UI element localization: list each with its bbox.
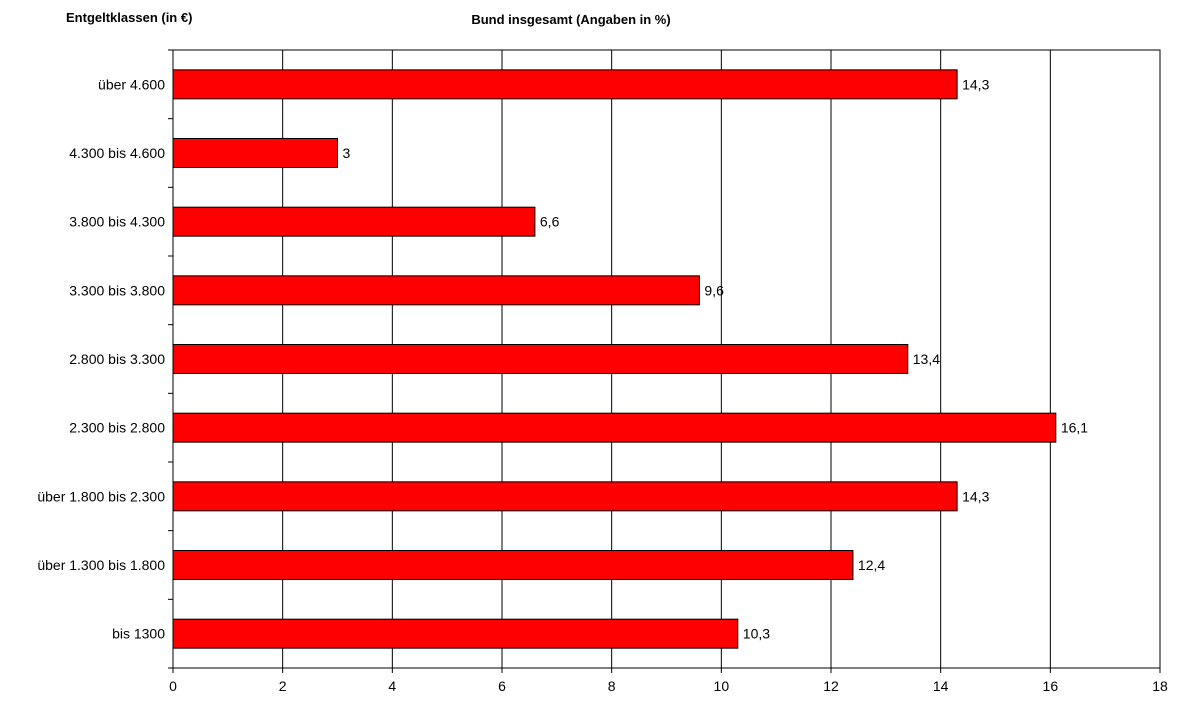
category-label: über 1.800 bis 2.300 <box>37 488 165 504</box>
bar <box>172 550 854 580</box>
bar <box>172 481 958 512</box>
data-label: 6,6 <box>540 214 560 230</box>
category-label: über 4.600 <box>98 76 165 92</box>
category-label: bis 1300 <box>112 626 165 642</box>
category-label: 3.300 bis 3.800 <box>69 282 165 298</box>
plot-area: 0 2 4 6 8 10 12 14 16 18 über 4.600 14,3 4.300 bis 4… <box>37 49 1168 694</box>
data-label: 12,4 <box>858 557 885 573</box>
x-tick-label: 8 <box>608 678 616 694</box>
x-tick-label: 14 <box>933 678 949 694</box>
category-label: über 1.300 bis 1.800 <box>37 557 165 573</box>
data-label: 9,6 <box>704 282 724 298</box>
x-tick-label: 12 <box>823 678 839 694</box>
data-label: 13,4 <box>913 351 940 367</box>
bar <box>172 275 700 306</box>
x-tick-label: 4 <box>388 678 396 694</box>
bar <box>172 69 958 100</box>
category-label: 3.800 bis 4.300 <box>69 214 165 230</box>
x-tick-label: 18 <box>1152 678 1168 694</box>
data-label: 16,1 <box>1061 420 1088 436</box>
y-axis-heading: Entgeltklassen (in €) <box>66 10 192 25</box>
data-label: 14,3 <box>962 488 989 504</box>
data-label: 3 <box>343 145 351 161</box>
x-tick-label: 10 <box>714 678 730 694</box>
bar <box>172 206 536 237</box>
chart-title: Bund insgesamt (Angaben in %) <box>471 12 670 27</box>
bar <box>172 412 1057 443</box>
category-label: 4.300 bis 4.600 <box>69 145 165 161</box>
bar <box>172 344 909 374</box>
x-tick-label: 6 <box>498 678 506 694</box>
bar <box>172 138 338 168</box>
bar <box>172 618 739 649</box>
category-label: 2.800 bis 3.300 <box>69 351 165 367</box>
x-tick-label: 16 <box>1043 678 1059 694</box>
data-label: 10,3 <box>743 626 770 642</box>
x-tick-label: 0 <box>169 678 177 694</box>
x-tick-label: 2 <box>279 678 287 694</box>
category-label: 2.300 bis 2.800 <box>69 420 165 436</box>
data-label: 14,3 <box>962 76 989 92</box>
